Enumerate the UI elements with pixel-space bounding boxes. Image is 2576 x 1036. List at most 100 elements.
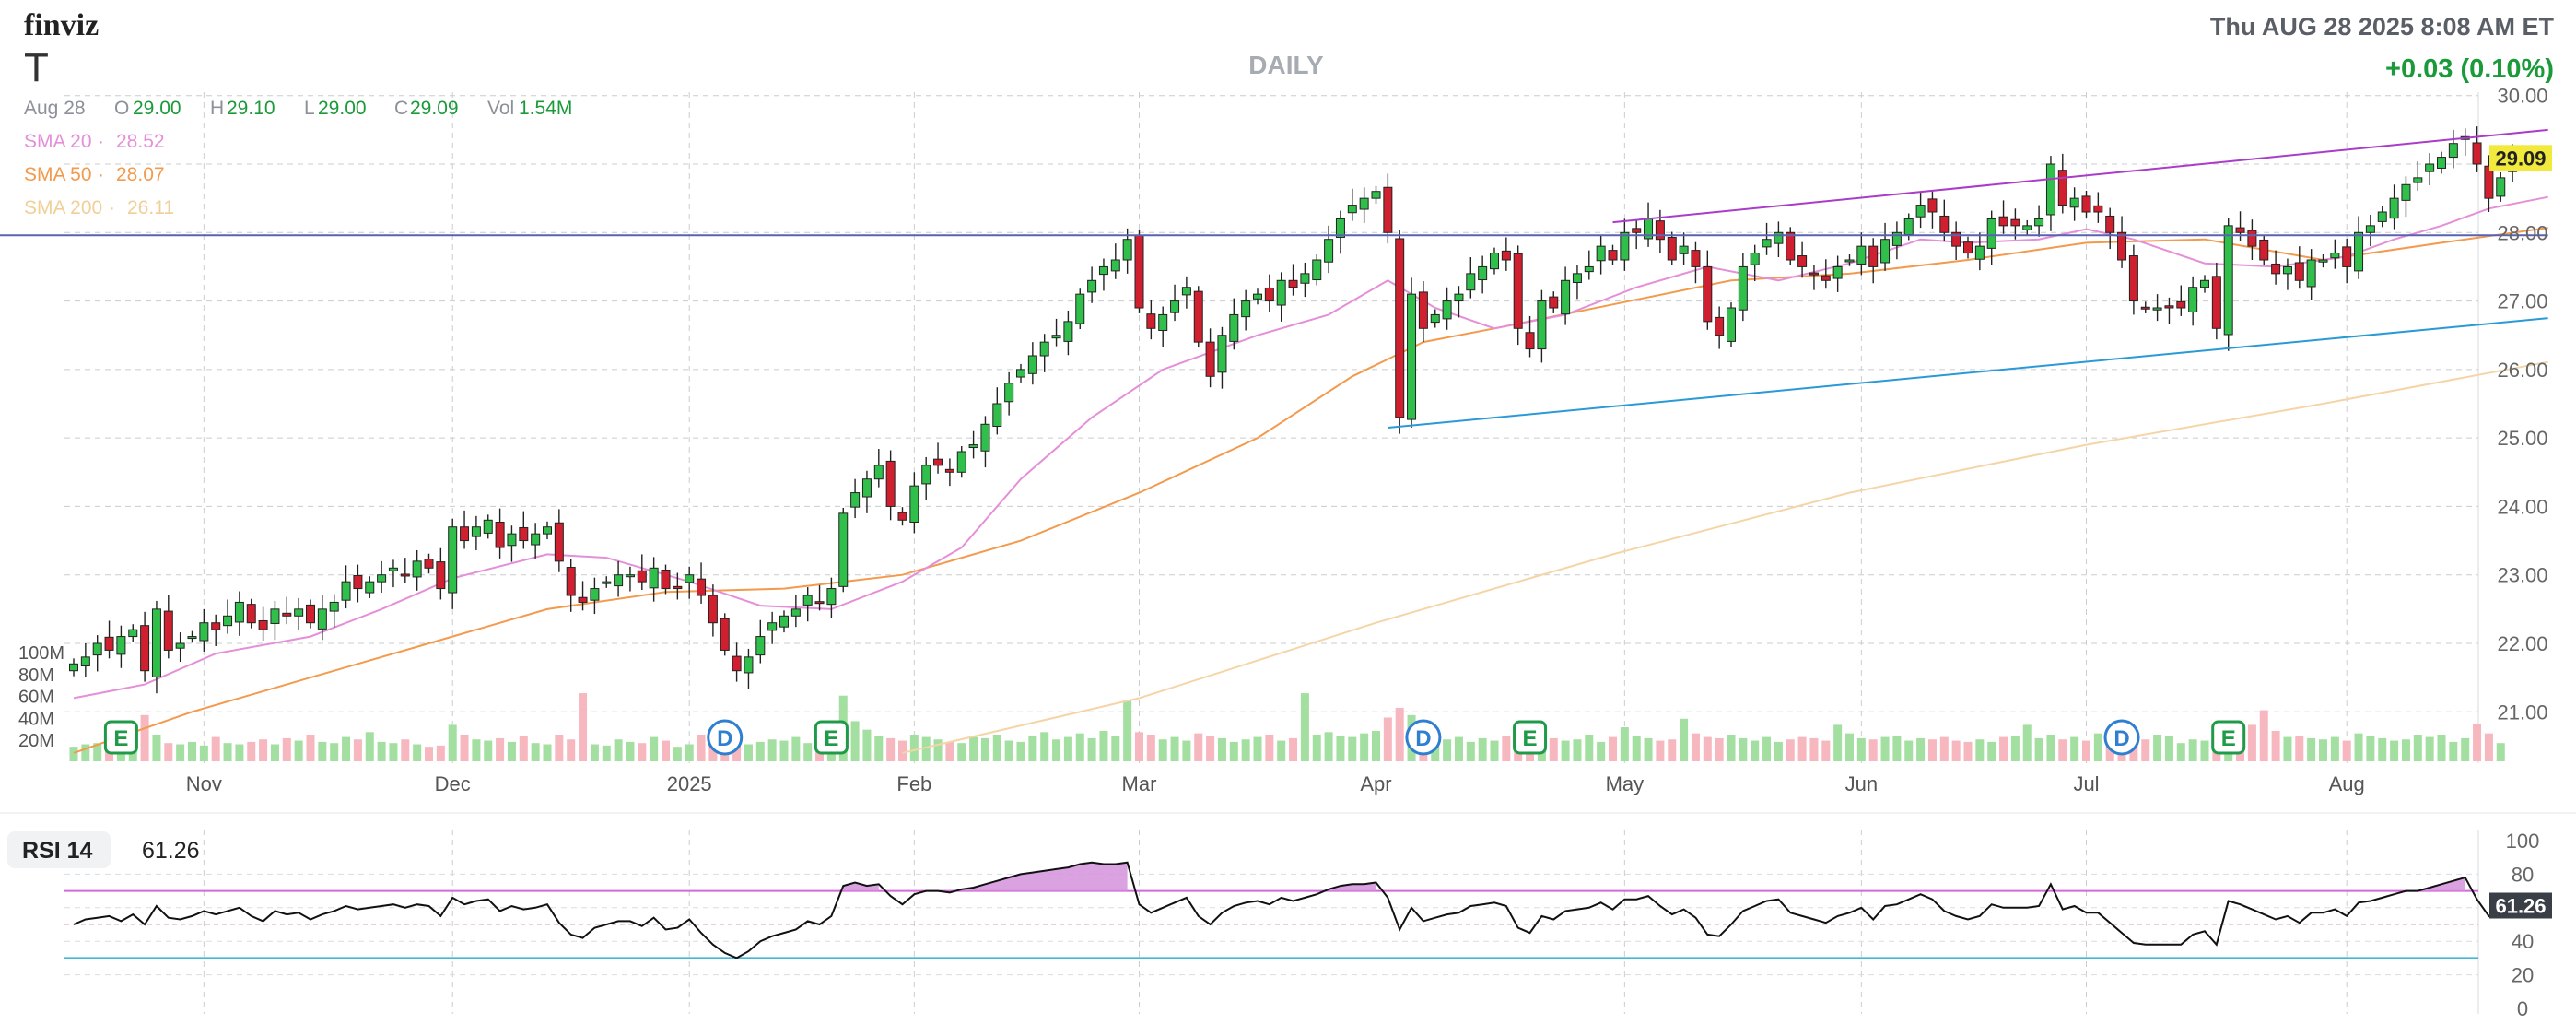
volume-bar: [1075, 733, 1084, 761]
rsi-label: RSI 14: [22, 838, 93, 864]
candle-body: [1762, 239, 1772, 248]
earnings-marker-label: E: [824, 726, 838, 751]
date-tick-label: Jun: [1845, 772, 1878, 795]
candle-body: [1359, 197, 1369, 210]
volume-bar: [472, 739, 481, 761]
volume-bar: [1880, 736, 1890, 761]
candle-body: [802, 595, 813, 606]
candle-body: [1927, 198, 1938, 213]
volume-bar: [980, 737, 989, 761]
candle-body: [2496, 177, 2506, 197]
date-tick-label: Apr: [1360, 772, 1391, 795]
candle-body: [329, 601, 339, 612]
volume-bar: [2354, 733, 2363, 761]
candle-body: [1430, 313, 1440, 324]
candle-body: [885, 460, 896, 507]
candle-body: [1324, 239, 1334, 263]
volume-bar: [1939, 736, 1949, 761]
candle-body: [814, 601, 825, 605]
volume-bar: [1585, 734, 1594, 761]
volume-bar: [650, 736, 659, 761]
ohlc-date: Aug 28: [24, 98, 86, 119]
rsi-value-tag-label: 61.26: [2495, 895, 2546, 918]
candle-body: [1844, 259, 1855, 263]
volume-bar: [2425, 736, 2434, 761]
candle-body: [1501, 250, 1511, 261]
rsi-tick-label: 100: [2506, 830, 2540, 853]
candle-body: [2105, 215, 2115, 233]
volume-bar: [1028, 736, 1037, 761]
volume-bar: [779, 740, 789, 761]
volume-bar: [2176, 743, 2185, 761]
candle-body: [80, 656, 90, 667]
candle-body: [1891, 231, 1902, 246]
volume-bar: [2153, 734, 2162, 761]
volume-bar: [199, 745, 208, 761]
ohlc-open-label: O: [114, 98, 129, 119]
volume-bar: [1632, 736, 1641, 761]
candle-body: [661, 570, 671, 590]
candle-body: [2484, 165, 2494, 199]
earnings-marker: [1513, 720, 1548, 755]
volume-bar: [1158, 739, 1167, 761]
candle-body: [933, 458, 943, 466]
earnings-marker-label: E: [113, 726, 128, 751]
volume-bar: [2437, 734, 2446, 761]
change-label: +0.03 (0.10%): [2385, 54, 2554, 84]
volume-bar: [697, 734, 706, 761]
candle-body: [1903, 218, 1914, 236]
candle-body: [1276, 279, 1286, 306]
candle-body: [1181, 287, 1191, 296]
candle-body: [187, 636, 197, 640]
candle-body: [1288, 279, 1298, 288]
volume-bar: [330, 743, 339, 761]
candle-body: [424, 559, 434, 569]
volume-bar: [1454, 736, 1463, 761]
candle-body: [128, 629, 138, 638]
rsi-value-text: 61.26: [142, 838, 200, 864]
volume-bar: [602, 745, 611, 761]
candle-body: [2164, 305, 2174, 309]
sma50-label: SMA 50: [24, 164, 92, 185]
candle-body: [2330, 253, 2340, 259]
price-tick-label: 27.00: [2497, 290, 2547, 313]
volume-bar: [2496, 743, 2505, 761]
date-tick-label: May: [1606, 772, 1645, 795]
candle-body: [1264, 287, 1274, 302]
volume-bar: [2200, 740, 2209, 761]
volume-bar: [1821, 740, 1831, 761]
candle-body: [956, 451, 966, 473]
volume-bar: [1052, 739, 1061, 761]
candle-body: [1087, 279, 1097, 293]
volume-bar: [945, 741, 954, 761]
candle-body: [1679, 245, 1689, 254]
volume-bar: [1573, 739, 1582, 761]
candle-body: [1715, 316, 1725, 336]
candle-body: [2342, 246, 2352, 267]
volume-bar: [2188, 739, 2197, 761]
volume-bar: [1809, 737, 1819, 761]
volume-bar: [140, 714, 149, 761]
candle-body: [1513, 253, 1523, 329]
volume-bar: [1241, 739, 1250, 761]
price-tick-label: 25.00: [2497, 427, 2547, 450]
candle-body: [1098, 265, 1108, 276]
price-tick-label: 22.00: [2497, 632, 2547, 655]
volume-bar: [992, 734, 1001, 761]
volume-bar: [957, 743, 966, 761]
candle-body: [1915, 205, 1926, 218]
volume-bar: [2473, 724, 2482, 761]
candle-body: [400, 573, 410, 577]
finviz-logo[interactable]: finviz: [24, 8, 99, 42]
volume-bar: [2295, 736, 2304, 761]
candle-body: [1809, 272, 1819, 276]
volume-bar: [886, 737, 896, 761]
dividend-marker: [2103, 719, 2140, 756]
volume-bar: [484, 740, 493, 761]
candle-body: [992, 403, 1002, 428]
candle-body: [2140, 306, 2150, 310]
volume-bar: [306, 734, 315, 761]
sma-legend: SMA 20 28.52 SMA 50 28.07 SMA 200 26.11 …: [24, 131, 174, 218]
ohlc-close-value: 29.09: [410, 98, 459, 119]
